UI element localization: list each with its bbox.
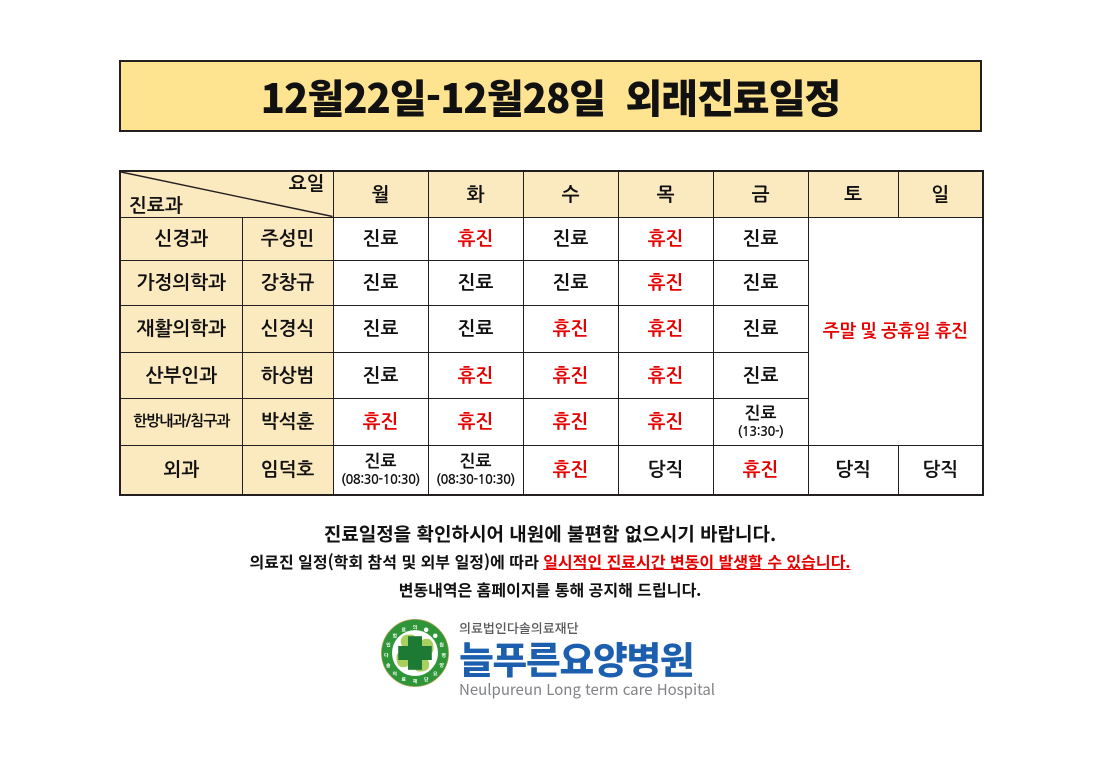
svg-text:다: 다 xyxy=(384,652,389,659)
svg-text:인: 인 xyxy=(386,642,391,649)
svg-text:솔: 솔 xyxy=(386,662,391,669)
svg-text:원: 원 xyxy=(439,642,444,649)
svg-text:●: ● xyxy=(424,626,429,633)
svg-text:단: 단 xyxy=(424,676,429,683)
svg-text:법: 법 xyxy=(392,633,397,640)
svg-text:양: 양 xyxy=(439,662,444,669)
svg-text:●: ● xyxy=(433,633,438,640)
svg-text:의: 의 xyxy=(392,670,397,677)
svg-text:병: 병 xyxy=(441,652,446,659)
svg-text:료: 료 xyxy=(402,626,407,633)
svg-text:의: 의 xyxy=(413,624,418,631)
svg-text:요: 요 xyxy=(433,670,438,677)
svg-text:재: 재 xyxy=(413,678,418,685)
svg-text:료: 료 xyxy=(402,676,407,683)
